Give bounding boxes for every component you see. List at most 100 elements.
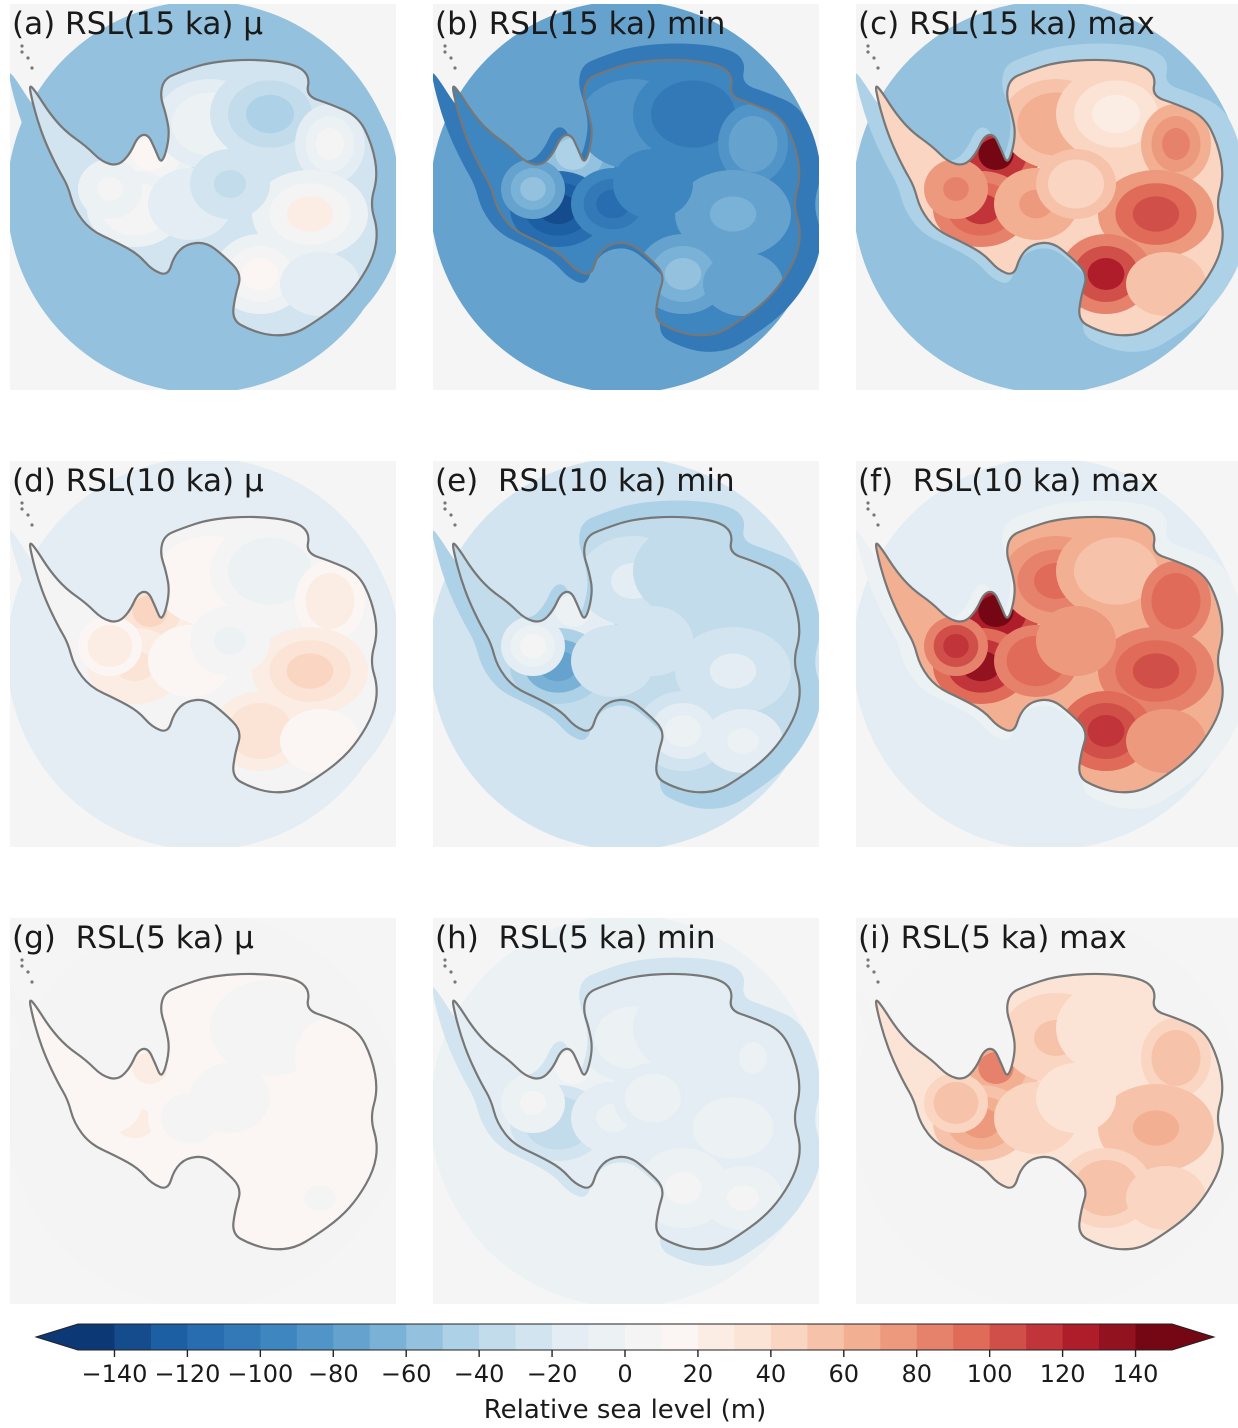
island-marker	[866, 44, 870, 48]
rsl-contour-blob	[1150, 271, 1182, 297]
rsl-contour-blob	[1092, 94, 1140, 134]
rsl-contour-blob	[1162, 585, 1190, 617]
rsl-contour-blob	[943, 634, 969, 658]
island-marker	[453, 66, 457, 70]
rsl-contour-blob	[943, 177, 969, 201]
colorbar-bin	[770, 1324, 808, 1350]
coastline	[28, 972, 378, 1251]
island-marker	[866, 507, 870, 511]
island-marker	[443, 964, 447, 968]
island-marker	[866, 964, 870, 968]
colorbar-bin	[260, 1324, 298, 1350]
coastline	[451, 515, 801, 794]
rsl-contour-blob	[286, 196, 334, 232]
panel-title-a: (a) RSL(15 ka) μ	[12, 6, 263, 42]
land-field	[453, 59, 800, 336]
rsl-contour-blob	[669, 551, 717, 591]
rsl-contour-blob	[1087, 258, 1125, 290]
land-field	[453, 516, 800, 793]
rsl-contour-blob	[286, 1110, 334, 1146]
rsl-contour-blob	[727, 1185, 759, 1211]
colorbar-tick-label: 20	[683, 1360, 714, 1388]
island-marker	[26, 56, 30, 60]
colorbar-bin	[697, 1324, 735, 1350]
island-marker	[872, 513, 876, 517]
colorbar-bin	[661, 1324, 699, 1350]
land-field	[876, 59, 1223, 336]
map-panel-e: (e) RSL(10 ka) min	[433, 461, 819, 847]
island-marker	[443, 501, 447, 505]
colorbar-bin	[150, 1324, 188, 1350]
rsl-contour-blob	[739, 1042, 767, 1074]
colorbar-tick-label: 0	[617, 1360, 632, 1388]
island-marker	[26, 513, 30, 517]
rsl-contour-blob	[241, 1172, 279, 1204]
colorbar-outline	[34, 1323, 1216, 1351]
colorbar-tick-label: −100	[227, 1360, 293, 1388]
rsl-contour-blob	[246, 94, 294, 134]
colorbar-label: Relative sea level (m)	[484, 1395, 767, 1425]
coastline	[451, 58, 801, 337]
island-marker	[876, 66, 880, 70]
land-field	[30, 516, 377, 793]
colorbar-svg: Relative sea level (m) −140 −120 −100 −80 −6…	[34, 1323, 1216, 1425]
rsl-contour-blob	[1092, 551, 1140, 591]
island-marker	[866, 958, 870, 962]
panel-title-i: (i) RSL(5 ka) max	[858, 920, 1127, 956]
rsl-contour-blob	[246, 551, 294, 591]
island-marker	[443, 50, 447, 54]
colorbar-bin	[1099, 1324, 1137, 1350]
rsl-map-f	[856, 461, 1238, 847]
rsl-contour-blob	[316, 585, 344, 617]
map-panel-c: (c) RSL(15 ka) max	[856, 4, 1238, 390]
colorbar-bin	[369, 1324, 407, 1350]
rsl-contour-blob	[669, 1008, 717, 1048]
colorbar-bin	[78, 1324, 115, 1350]
land-field	[30, 973, 377, 1250]
rsl-map-g	[10, 918, 396, 1304]
rsl-contour-blob	[286, 653, 334, 689]
map-panel-f: (f) RSL(10 ka) max	[856, 461, 1238, 847]
rsl-map-a	[10, 4, 396, 390]
colorbar-tick-label: 100	[967, 1360, 1013, 1388]
island-marker	[872, 970, 876, 974]
colorbar: Relative sea level (m) −140 −120 −100 −80 −6…	[30, 1314, 1220, 1428]
rsl-contour-blob	[97, 177, 123, 201]
map-panel-g: (g) RSL(5 ka) μ	[10, 918, 396, 1304]
rsl-contour-blob	[246, 1008, 294, 1048]
rsl-contour-blob	[97, 1091, 123, 1115]
island-marker	[876, 523, 880, 527]
island-marker	[866, 501, 870, 505]
colorbar-bin	[296, 1324, 334, 1350]
map-panel-h: (h) RSL(5 ka) min	[433, 918, 819, 1304]
colorbar-bin	[1062, 1324, 1100, 1350]
island-marker	[872, 56, 876, 60]
colorbar-tick-label: 40	[756, 1360, 787, 1388]
panel-title-c: (c) RSL(15 ka) max	[858, 6, 1155, 42]
island-marker	[20, 50, 24, 54]
rsl-contour-blob	[1132, 196, 1180, 232]
panel-title-h: (h) RSL(5 ka) min	[435, 920, 716, 956]
rsl-contour-blob	[664, 258, 702, 290]
coastline	[28, 58, 378, 337]
colorbar-tick-label: 120	[1040, 1360, 1086, 1388]
rsl-contour-blob	[214, 1084, 246, 1112]
island-marker	[449, 56, 453, 60]
island-marker	[443, 44, 447, 48]
colorbar-tick-label: −40	[454, 1360, 505, 1388]
map-panel-i: (i) RSL(5 ka) max	[856, 918, 1238, 1304]
colorbar-bin	[1135, 1324, 1173, 1350]
rsl-contour-blob	[1162, 1042, 1190, 1074]
island-marker	[876, 980, 880, 984]
colorbar-bin	[625, 1324, 662, 1350]
colorbar-bin	[406, 1324, 444, 1350]
rsl-contour-blob	[1060, 627, 1092, 655]
colorbar-tick-label: 60	[829, 1360, 860, 1388]
rsl-contour-blob	[739, 128, 767, 160]
rsl-contour-blob	[943, 1091, 969, 1115]
rsl-contour-blob	[664, 715, 702, 747]
rsl-map-b	[433, 4, 819, 390]
colorbar-tick-label: −80	[308, 1360, 359, 1388]
island-marker	[20, 507, 24, 511]
colorbar-bin	[223, 1324, 261, 1350]
